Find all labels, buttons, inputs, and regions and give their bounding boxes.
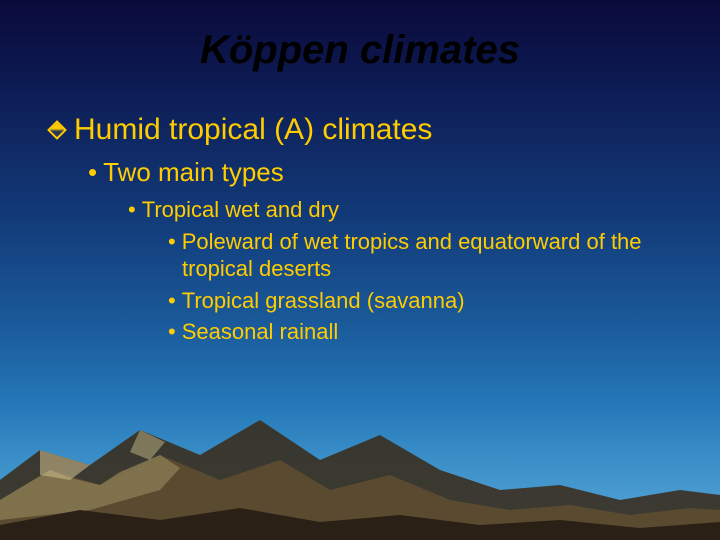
- heading-level1: Humid tropical (A) climates: [50, 113, 670, 147]
- heading-text: Humid tropical (A) climates: [74, 113, 432, 147]
- bullet-level3: •Tropical wet and dry: [128, 196, 670, 224]
- bullet-level4: •Poleward of wet tropics and equatorward…: [168, 228, 670, 283]
- point-0: Poleward of wet tropics and equatorward …: [182, 229, 642, 282]
- diamond-bullet-icon: [47, 120, 67, 140]
- bullet-dot-icon: •: [88, 157, 97, 187]
- bullet-level4: •Seasonal rainall: [168, 318, 670, 346]
- slide-content: Köppen climates Humid tropical (A) clima…: [0, 0, 720, 346]
- slide-title: Köppen climates: [50, 28, 670, 73]
- bullet-level2: •Two main types: [88, 157, 670, 188]
- bullet-dot-icon: •: [128, 197, 136, 222]
- slide: Köppen climates Humid tropical (A) clima…: [0, 0, 720, 540]
- point-2: Seasonal rainall: [182, 319, 339, 344]
- sub1-text: Two main types: [103, 157, 284, 187]
- bullet-dot-icon: •: [168, 319, 176, 344]
- bullet-dot-icon: •: [168, 288, 176, 313]
- mountain-graphic: [0, 360, 720, 540]
- bullet-dot-icon: •: [168, 229, 176, 254]
- point-1: Tropical grassland (savanna): [182, 288, 465, 313]
- sub2-text: Tropical wet and dry: [142, 197, 339, 222]
- bullet-level4: •Tropical grassland (savanna): [168, 287, 670, 315]
